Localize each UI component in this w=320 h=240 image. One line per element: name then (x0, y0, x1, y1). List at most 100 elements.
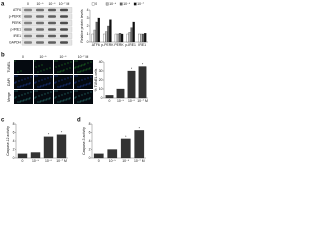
cell-dot (66, 98, 68, 100)
cell-dot (40, 100, 42, 102)
cell-dot (78, 65, 80, 67)
cell-dot (65, 84, 67, 86)
lane-label: 10⁻⁹ (36, 2, 44, 6)
blot-band (48, 15, 56, 18)
micrograph (14, 75, 33, 89)
cell-dot (57, 71, 59, 73)
cell-dot (77, 71, 79, 73)
cell-dot (61, 64, 63, 66)
cell-dot (43, 99, 45, 101)
cell-dot (78, 80, 80, 82)
micrograph (34, 75, 53, 89)
cell-dot (42, 85, 44, 87)
cell-dot (49, 97, 51, 99)
cell-dot (14, 97, 16, 99)
cell-dot (64, 63, 66, 65)
cell-dot (20, 70, 22, 72)
cell-dot (41, 94, 43, 96)
significance-label: * (125, 135, 127, 139)
y-tick-label: 30 (99, 69, 103, 73)
y-axis-label: % TUNEL cells (94, 68, 98, 91)
y-tick-label: 3 (87, 16, 89, 20)
cell-dot (21, 79, 23, 81)
x-tick-label: 10⁻⁹ (117, 99, 125, 103)
cell-dot (46, 83, 48, 85)
cell-dot (63, 99, 65, 101)
cell-dot (14, 90, 16, 92)
cell-dot (64, 78, 66, 80)
cell-dot (65, 99, 67, 101)
cell-dot (38, 65, 40, 67)
bar (93, 153, 104, 159)
cell-dot (34, 60, 36, 62)
bar (103, 33, 106, 43)
blot-strip (21, 20, 73, 26)
y-tick-label: 0 (101, 96, 103, 100)
cell-dot (39, 86, 41, 88)
cell-dot (46, 68, 48, 70)
bar (43, 136, 54, 159)
y-tick-label: 1 (87, 32, 89, 36)
cell-dot (59, 71, 61, 73)
panel-label: c (1, 118, 5, 124)
cell-dot (69, 67, 71, 69)
cell-dot (80, 65, 82, 67)
y-tick-label: 2 (13, 147, 15, 151)
cell-dot (20, 100, 22, 102)
bar (132, 21, 135, 43)
x-tick-label: 10⁻⁷ M (137, 99, 148, 103)
cell-dot (56, 90, 58, 92)
cell-dot (21, 94, 23, 96)
bar (56, 134, 67, 159)
cell-dot (45, 84, 47, 86)
y-tick-label: 6 (89, 130, 91, 134)
bar (91, 33, 94, 43)
image-col-label: 10⁻⁷ M (78, 55, 89, 59)
x-tick-label: p-PERK (101, 43, 114, 47)
panel-label: d (77, 118, 81, 124)
x-tick-label: IRE1 (138, 43, 146, 47)
cell-dot (75, 66, 77, 68)
x-tick-label: 10⁻⁹ (32, 159, 40, 163)
image-row-label: TUNEL (7, 61, 11, 72)
cell-dot (83, 84, 85, 86)
cell-dot (37, 71, 39, 73)
cell-dot (16, 90, 18, 92)
blot-band (60, 21, 68, 25)
cell-dot (35, 81, 37, 83)
x-tick-label: PERK (114, 43, 124, 47)
image-row-label: DAPI (7, 78, 11, 86)
cell-dot (25, 84, 27, 86)
cell-dot (41, 79, 43, 81)
cell-dot (78, 95, 80, 97)
bar (128, 32, 131, 43)
y-tick-label: 0 (87, 40, 89, 44)
cell-dot (43, 84, 45, 86)
cell-dot (70, 76, 72, 78)
cell-dot (63, 69, 65, 71)
cell-dot (60, 85, 62, 87)
bar (109, 19, 112, 43)
cell-dot (89, 82, 91, 84)
blot-band (24, 8, 32, 12)
cell-dot (74, 60, 76, 62)
blot-band (36, 41, 44, 44)
cell-dot (50, 91, 52, 93)
bar (120, 138, 131, 159)
cell-dot (14, 82, 16, 84)
image-col-label: 10⁻⁸ (60, 55, 68, 59)
cell-dot (75, 96, 77, 98)
blot-band (60, 28, 68, 31)
cell-dot (56, 75, 58, 77)
cell-dot (86, 98, 88, 100)
y-tick-label: 4 (89, 139, 91, 143)
cell-dot (87, 92, 89, 94)
cell-dot (77, 66, 79, 68)
cell-dot (38, 80, 40, 82)
cell-dot (23, 99, 25, 101)
cell-dot (35, 66, 37, 68)
cell-dot (59, 101, 61, 103)
cell-dot (37, 101, 39, 103)
bar (105, 31, 108, 43)
cell-dot (34, 90, 36, 92)
